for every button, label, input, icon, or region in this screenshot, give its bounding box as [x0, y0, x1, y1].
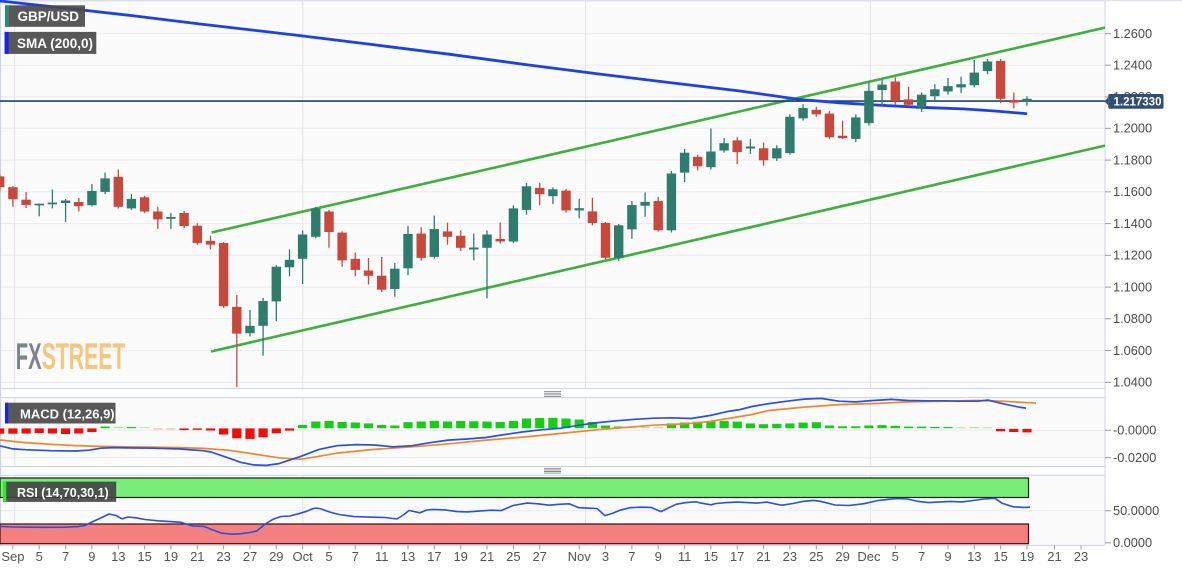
svg-text:1.2000: 1.2000	[1113, 121, 1152, 136]
svg-text:29: 29	[269, 549, 283, 564]
svg-text:13: 13	[967, 549, 981, 564]
svg-text:13: 13	[111, 549, 125, 564]
svg-text:1.2600: 1.2600	[1113, 26, 1152, 41]
svg-text:21: 21	[1047, 549, 1061, 564]
svg-text:21: 21	[756, 549, 770, 564]
svg-text:7: 7	[352, 549, 359, 564]
svg-text:9: 9	[944, 549, 951, 564]
svg-text:1.1000: 1.1000	[1113, 279, 1152, 294]
svg-text:21: 21	[480, 549, 494, 564]
svg-text:5: 5	[892, 549, 899, 564]
svg-text:25: 25	[506, 549, 520, 564]
svg-text:Oct: Oct	[292, 549, 313, 564]
svg-text:Dec: Dec	[857, 549, 881, 564]
svg-text:0.0000: 0.0000	[1113, 535, 1152, 550]
svg-text:19: 19	[1020, 549, 1034, 564]
svg-text:7: 7	[918, 549, 925, 564]
svg-text:13: 13	[401, 549, 415, 564]
svg-text:9: 9	[655, 549, 662, 564]
svg-text:5: 5	[325, 549, 332, 564]
svg-text:STREET: STREET	[42, 336, 126, 377]
svg-text:1.1200: 1.1200	[1113, 248, 1152, 263]
svg-text:17: 17	[427, 549, 441, 564]
svg-text:Sep: Sep	[1, 549, 24, 564]
svg-text:29: 29	[835, 549, 849, 564]
svg-text:11: 11	[678, 549, 692, 564]
svg-text:19: 19	[164, 549, 178, 564]
svg-text:FX: FX	[16, 336, 42, 377]
svg-text:GBP/USD: GBP/USD	[18, 9, 80, 24]
svg-text:1.0800: 1.0800	[1113, 311, 1152, 326]
svg-text:15: 15	[993, 549, 1007, 564]
svg-text:MACD (12,26,9): MACD (12,26,9)	[20, 406, 115, 421]
svg-text:Nov: Nov	[568, 549, 592, 564]
svg-text:-0.0200: -0.0200	[1113, 450, 1156, 465]
svg-text:SMA (200,0): SMA (200,0)	[17, 36, 93, 51]
svg-text:19: 19	[453, 549, 467, 564]
svg-text:9: 9	[88, 549, 95, 564]
svg-text:1.2400: 1.2400	[1113, 57, 1152, 72]
svg-text:5: 5	[36, 549, 43, 564]
svg-text:15: 15	[704, 549, 718, 564]
svg-text:25: 25	[809, 549, 823, 564]
svg-text:23: 23	[1074, 549, 1088, 564]
svg-text:1.217330: 1.217330	[1114, 97, 1162, 109]
svg-text:50.0000: 50.0000	[1113, 503, 1159, 518]
svg-text:27: 27	[243, 549, 257, 564]
svg-text:27: 27	[532, 549, 546, 564]
svg-text:23: 23	[216, 549, 230, 564]
svg-text:-0.0000: -0.0000	[1113, 422, 1156, 437]
svg-text:17: 17	[730, 549, 744, 564]
svg-text:1.1600: 1.1600	[1113, 184, 1152, 199]
svg-text:11: 11	[375, 549, 389, 564]
svg-text:7: 7	[62, 549, 69, 564]
svg-text:3: 3	[602, 549, 609, 564]
svg-text:1.1800: 1.1800	[1113, 152, 1152, 167]
svg-text:7: 7	[628, 549, 635, 564]
svg-text:RSI (14,70,30,1): RSI (14,70,30,1)	[17, 486, 109, 500]
svg-text:23: 23	[783, 549, 797, 564]
svg-text:1.0600: 1.0600	[1113, 343, 1152, 358]
svg-text:21: 21	[190, 549, 204, 564]
svg-text:1.1400: 1.1400	[1113, 216, 1152, 231]
svg-text:1.0400: 1.0400	[1113, 375, 1152, 390]
svg-text:15: 15	[137, 549, 151, 564]
